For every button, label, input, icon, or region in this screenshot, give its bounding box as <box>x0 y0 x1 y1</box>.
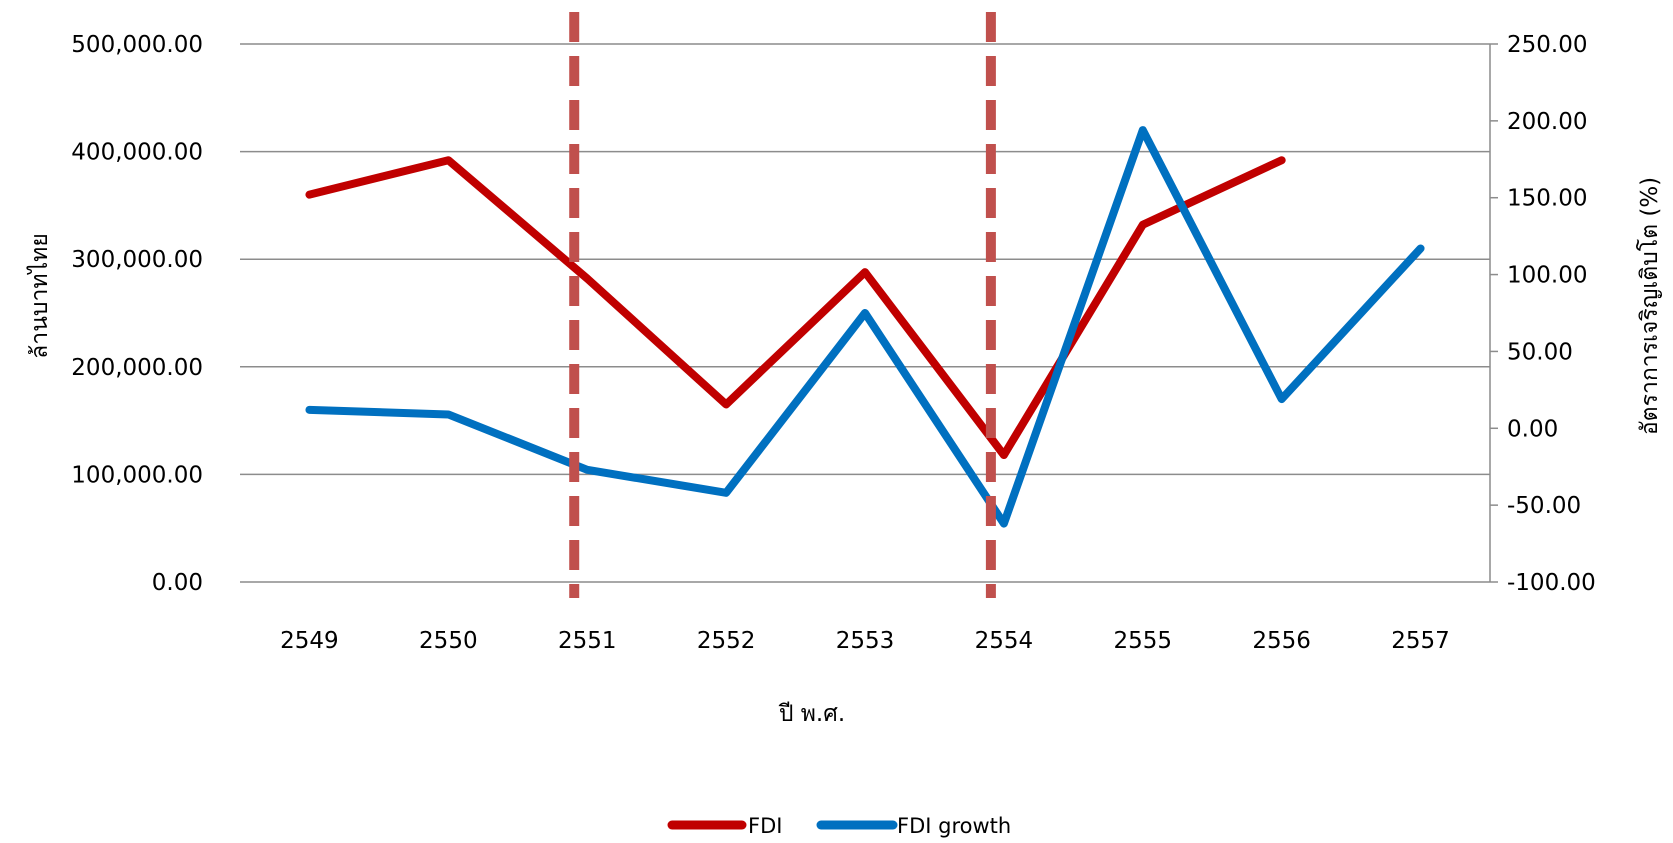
y-right-tick-label: 100.00 <box>1507 263 1587 289</box>
x-tick-label: 2553 <box>836 628 895 654</box>
y-left-axis-title: ล้านบาทไทย <box>26 233 53 359</box>
data-point-fdi-growth <box>1139 127 1146 134</box>
data-point-fdi-growth <box>445 411 452 418</box>
tick-labels: 0.00 100,000.00 200,000.00 300,000.00 400,00… <box>71 32 1595 654</box>
y-right-tick-label: 150.00 <box>1507 186 1587 212</box>
data-point-fdi <box>723 401 730 408</box>
data-point-fdi-growth <box>1417 245 1424 252</box>
x-axis-title: ปี พ.ศ. <box>778 701 845 727</box>
y-right-tick-label: -50.00 <box>1507 493 1581 519</box>
data-point-fdi <box>862 269 868 276</box>
y-left-tick-label: 300,000.00 <box>71 247 203 273</box>
y-left-tick-label: 100,000.00 <box>71 462 203 488</box>
data-point-fdi <box>584 275 591 282</box>
data-point-fdi <box>306 191 313 198</box>
y-right-tick-label: 0.00 <box>1507 416 1558 442</box>
x-tick-label: 2552 <box>697 628 756 654</box>
x-tick-label: 2551 <box>558 628 617 654</box>
y-left-tick-label: 200,000.00 <box>71 355 203 381</box>
vertical-markers <box>569 12 996 598</box>
data-point-fdi <box>1139 221 1146 228</box>
y-right-tick-label: 200.00 <box>1507 109 1587 135</box>
series-line-fdi <box>305 156 1286 460</box>
x-tick-label: 2555 <box>1114 628 1173 654</box>
x-tick-label: 2556 <box>1252 628 1311 654</box>
data-point-fdi-growth <box>723 489 730 496</box>
legend: FDI FDI growth <box>667 814 1011 838</box>
axes <box>1489 43 1498 583</box>
data-point-fdi-growth <box>1000 520 1007 527</box>
y-left-tick-label: 500,000.00 <box>71 32 203 58</box>
y-left-tick-label: 400,000.00 <box>71 140 203 166</box>
legend-label-fdi: FDI <box>748 814 782 838</box>
data-point-fdi-growth <box>584 466 591 473</box>
data-point-fdi <box>1000 452 1007 459</box>
y-right-axis-title: อัตราการเจริญเติบโต (%) <box>1636 177 1663 435</box>
gridlines <box>240 43 1490 583</box>
data-point-fdi-growth <box>306 406 313 413</box>
x-tick-label: 2549 <box>280 628 339 654</box>
data-point-fdi-growth <box>862 310 868 316</box>
legend-label-fdi-growth: FDI growth <box>897 814 1011 838</box>
series-lines <box>305 126 1425 528</box>
y-right-tick-label: 250.00 <box>1507 32 1587 58</box>
x-tick-label: 2554 <box>975 628 1034 654</box>
y-right-tick-label: -100.00 <box>1507 570 1596 596</box>
x-tick-label: 2550 <box>419 628 478 654</box>
data-point-fdi <box>445 157 452 164</box>
data-point-fdi <box>1278 157 1285 164</box>
x-tick-label: 2557 <box>1391 628 1450 654</box>
data-point-fdi-growth <box>1278 396 1285 403</box>
y-left-tick-label: 0.00 <box>152 570 203 596</box>
y-right-tick-label: 50.00 <box>1507 339 1573 365</box>
